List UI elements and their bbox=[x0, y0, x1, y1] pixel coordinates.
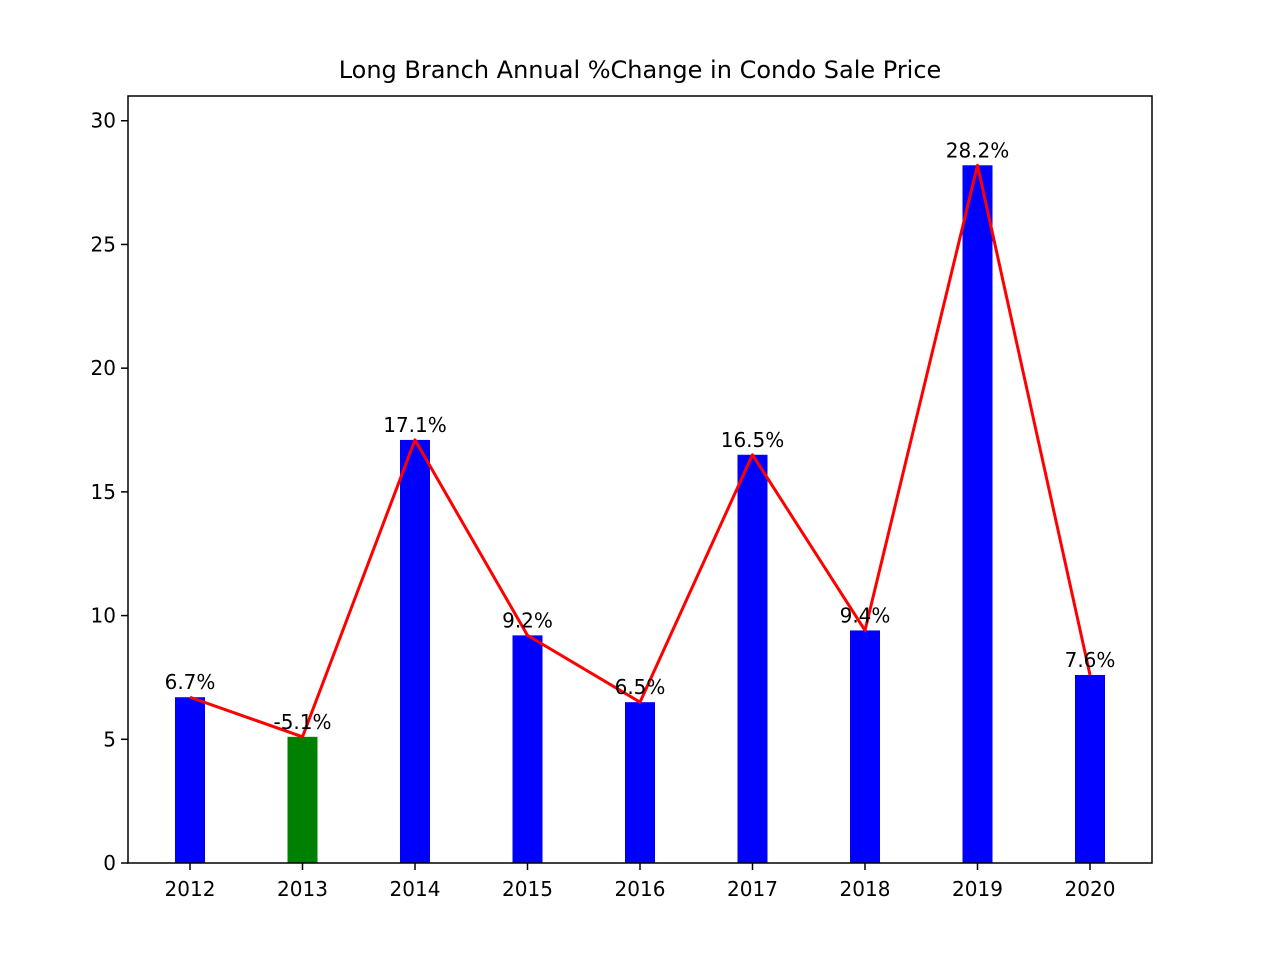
data-label-2019: 28.2% bbox=[946, 138, 1010, 162]
data-label-2015: 9.2% bbox=[502, 608, 553, 632]
data-label-2016: 6.5% bbox=[615, 675, 666, 699]
data-label-2013: -5.1% bbox=[273, 710, 331, 734]
data-label-2020: 7.6% bbox=[1065, 648, 1116, 672]
bar-2014 bbox=[400, 439, 430, 863]
data-label-2014: 17.1% bbox=[383, 413, 447, 437]
data-label-2018: 9.4% bbox=[840, 603, 891, 627]
y-tick-label-10: 10 bbox=[91, 604, 116, 628]
x-tick-label-2015: 2015 bbox=[502, 877, 553, 901]
data-label-2012: 6.7% bbox=[165, 670, 216, 694]
bar-2020 bbox=[1075, 674, 1105, 863]
x-axis: 2012 2013 2014 2015 2016 2017 2018 2019 2020 bbox=[165, 863, 1116, 901]
data-labels-group: 6.7% -5.1% 17.1% 9.2% 6.5% 16.5% 9.4% 28.2% 7.6% bbox=[165, 138, 1116, 734]
x-tick-label-2013: 2013 bbox=[277, 877, 328, 901]
y-axis: 0 5 10 15 20 25 30 bbox=[91, 109, 128, 875]
plot-frame bbox=[127, 95, 1153, 864]
y-tick-label-30: 30 bbox=[91, 109, 116, 133]
x-tick-label-2012: 2012 bbox=[165, 877, 216, 901]
bar-2013 bbox=[287, 736, 318, 863]
y-tick-label-0: 0 bbox=[103, 851, 116, 875]
x-tick-label-2017: 2017 bbox=[727, 877, 778, 901]
y-tick-label-25: 25 bbox=[91, 232, 116, 256]
y-tick-label-20: 20 bbox=[91, 356, 116, 380]
bar-2016 bbox=[625, 702, 655, 863]
bar-2015 bbox=[512, 635, 543, 863]
x-tick-label-2016: 2016 bbox=[615, 877, 666, 901]
x-tick-label-2014: 2014 bbox=[390, 877, 441, 901]
data-label-2017: 16.5% bbox=[721, 428, 785, 452]
bars-group bbox=[175, 165, 1105, 864]
bar-2019 bbox=[962, 165, 993, 864]
y-tick-label-15: 15 bbox=[91, 480, 116, 504]
bar-2012 bbox=[175, 697, 205, 863]
x-tick-label-2019: 2019 bbox=[952, 877, 1003, 901]
chart-title: Long Branch Annual %Change in Condo Sale… bbox=[339, 56, 942, 84]
trend-line-group bbox=[189, 163, 1092, 739]
x-tick-label-2018: 2018 bbox=[840, 877, 891, 901]
bar-2018 bbox=[850, 630, 880, 863]
trend-line bbox=[189, 163, 1092, 739]
x-tick-label-2020: 2020 bbox=[1065, 877, 1116, 901]
y-tick-label-5: 5 bbox=[103, 727, 116, 751]
bar-2017 bbox=[737, 454, 768, 863]
